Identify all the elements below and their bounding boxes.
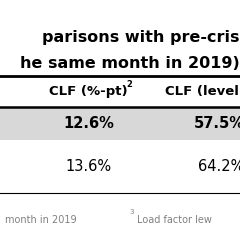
Text: 3: 3 xyxy=(130,209,134,216)
Text: month in 2019: month in 2019 xyxy=(5,215,76,225)
Text: 2: 2 xyxy=(126,80,132,89)
Text: he same month in 2019): he same month in 2019) xyxy=(20,56,240,71)
Text: CLF (%‑pt): CLF (%‑pt) xyxy=(49,85,128,98)
Bar xyxy=(0,107,240,140)
Text: 12.6%: 12.6% xyxy=(63,116,114,131)
Text: CLF (level): CLF (level) xyxy=(165,85,240,98)
Text: 64.2%: 64.2% xyxy=(198,159,240,174)
Text: 57.5%: 57.5% xyxy=(194,116,240,131)
Text: parisons with pre-cris: parisons with pre-cris xyxy=(42,30,240,45)
Text: Load factor lew: Load factor lew xyxy=(137,215,212,225)
Text: 13.6%: 13.6% xyxy=(66,159,112,174)
